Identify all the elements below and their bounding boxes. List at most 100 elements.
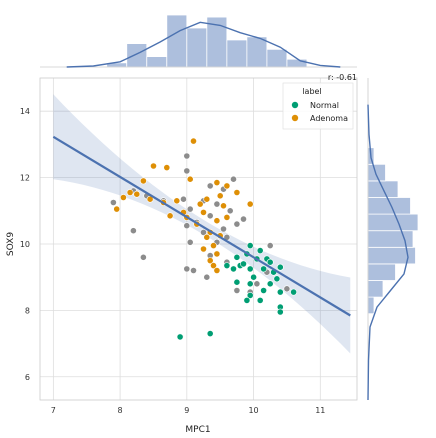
regression-line <box>52 135 351 317</box>
point-adenoma <box>163 164 171 171</box>
point-normal <box>246 291 254 299</box>
point-adenoma <box>166 212 174 220</box>
top-hist-bar <box>166 14 188 68</box>
point-unlabeled <box>220 225 227 233</box>
point-unlabeled <box>183 222 191 230</box>
point-adenoma <box>200 208 207 216</box>
point-normal <box>276 288 284 296</box>
point-normal <box>266 258 274 266</box>
confidence-band <box>53 94 351 354</box>
scatter-points <box>110 137 297 341</box>
point-unlabeled <box>206 182 214 190</box>
point-adenoma <box>223 213 231 221</box>
point-unlabeled <box>233 287 241 294</box>
point-normal <box>223 262 231 269</box>
right-kde-curve <box>367 104 409 401</box>
right-hist-bar <box>367 263 396 281</box>
legend-label-normal: Normal <box>310 101 339 110</box>
point-normal <box>290 288 297 296</box>
point-normal <box>246 242 254 249</box>
point-normal <box>273 275 281 283</box>
point-unlabeled <box>230 175 237 183</box>
point-adenoma <box>213 217 221 225</box>
point-adenoma <box>150 162 157 170</box>
point-normal <box>250 273 257 281</box>
legend-marker-adenoma <box>291 114 299 122</box>
point-adenoma <box>223 182 231 190</box>
point-unlabeled <box>186 205 194 213</box>
top-kde-curve <box>66 21 341 68</box>
top-hist-bar <box>286 58 308 68</box>
point-unlabeled <box>186 238 194 246</box>
point-normal <box>256 296 264 304</box>
point-unlabeled <box>200 228 207 236</box>
point-normal <box>206 330 214 337</box>
right-hist-bar <box>367 296 375 315</box>
point-adenoma <box>139 177 147 185</box>
point-adenoma <box>210 242 217 249</box>
y-tick-label: 6 <box>25 373 30 382</box>
top-hist-bar <box>246 36 268 68</box>
point-adenoma <box>206 257 214 264</box>
point-normal <box>246 280 254 288</box>
top-hist-bar <box>266 48 288 68</box>
correlation-annotation: r: -0.61 <box>328 73 357 82</box>
point-unlabeled <box>240 215 247 223</box>
point-unlabeled <box>266 242 274 249</box>
point-unlabeled <box>183 152 191 160</box>
legend-marker-normal <box>291 101 299 109</box>
top-marginal-histogram <box>40 14 357 68</box>
point-adenoma <box>186 175 194 183</box>
x-tick-label: 8 <box>118 406 123 415</box>
point-normal <box>260 265 267 273</box>
x-tick-label: 7 <box>51 406 56 415</box>
point-unlabeled <box>206 212 214 220</box>
x-tick-label: 10 <box>248 406 258 415</box>
point-unlabeled <box>190 267 197 274</box>
point-adenoma <box>246 200 254 208</box>
point-unlabeled <box>180 195 187 203</box>
point-adenoma <box>113 205 121 213</box>
x-tick-label: 11 <box>315 406 325 415</box>
point-adenoma <box>173 197 181 205</box>
point-normal <box>243 296 251 304</box>
point-unlabeled <box>283 285 291 293</box>
y-axis-label: SOX9 <box>6 232 16 256</box>
right-hist-bar <box>367 163 386 182</box>
point-normal <box>260 287 267 294</box>
point-unlabeled <box>213 200 221 208</box>
point-unlabeled <box>226 207 234 215</box>
top-hist-bar <box>146 56 168 68</box>
point-unlabeled <box>253 280 261 288</box>
point-adenoma <box>233 189 241 196</box>
y-tick-label: 12 <box>20 174 30 183</box>
point-normal <box>276 263 284 271</box>
point-adenoma <box>210 262 217 269</box>
point-adenoma <box>213 179 221 186</box>
point-adenoma <box>203 233 211 241</box>
legend-title: label <box>302 87 321 96</box>
axes-frame <box>39 77 358 401</box>
point-normal <box>266 280 274 288</box>
point-adenoma <box>213 250 221 258</box>
top-hist-bar <box>226 39 248 68</box>
point-unlabeled <box>183 167 191 175</box>
point-adenoma <box>120 194 127 201</box>
right-marginal-histogram <box>367 78 419 401</box>
point-normal <box>233 253 241 261</box>
point-unlabeled <box>203 273 211 281</box>
y-tick-label: 14 <box>20 107 30 116</box>
right-hist-bar <box>367 213 419 232</box>
right-hist-bar <box>367 197 411 215</box>
plot-area-border <box>39 77 358 401</box>
y-tick-label: 10 <box>20 240 30 249</box>
point-unlabeled <box>139 253 147 261</box>
legend: label Normal Adenoma <box>282 82 354 130</box>
x-axis-label: MPC1 <box>185 425 210 435</box>
point-adenoma <box>126 189 134 196</box>
point-normal <box>246 265 254 273</box>
point-unlabeled <box>129 227 137 235</box>
top-hist-bar <box>126 43 148 68</box>
point-normal <box>256 247 264 254</box>
